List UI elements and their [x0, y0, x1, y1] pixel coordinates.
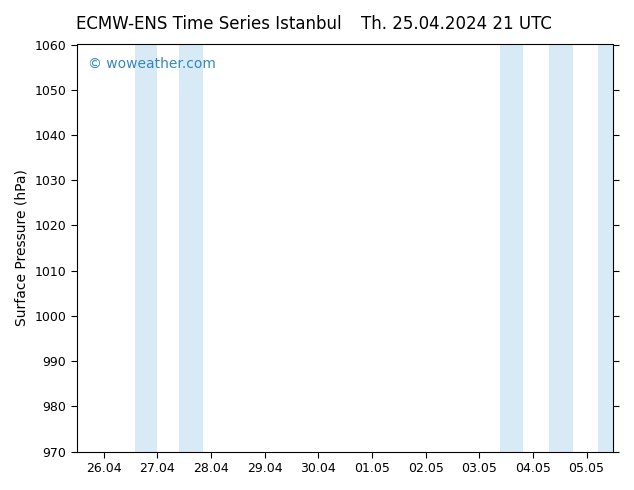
Text: ECMW-ENS Time Series Istanbul: ECMW-ENS Time Series Istanbul — [77, 15, 342, 33]
Text: Th. 25.04.2024 21 UTC: Th. 25.04.2024 21 UTC — [361, 15, 552, 33]
Text: © woweather.com: © woweather.com — [87, 57, 216, 71]
Y-axis label: Surface Pressure (hPa): Surface Pressure (hPa) — [15, 170, 29, 326]
Bar — [549, 45, 573, 452]
Bar — [598, 45, 614, 452]
Bar — [135, 45, 157, 452]
Bar — [179, 45, 203, 452]
Bar — [500, 45, 523, 452]
